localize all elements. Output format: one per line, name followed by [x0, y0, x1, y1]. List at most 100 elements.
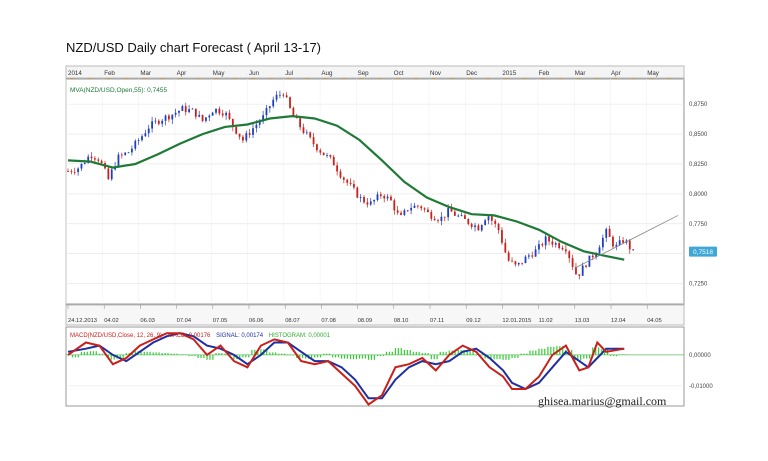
histogram-bar: [409, 349, 411, 355]
histogram-bar: [523, 353, 525, 355]
candle-body: [329, 155, 332, 157]
histogram-bar: [212, 354, 214, 360]
histogram-bar: [361, 354, 364, 359]
histogram-bar: [206, 354, 208, 360]
histogram-bar: [164, 353, 166, 355]
histogram-bar: [209, 354, 211, 360]
histogram-bar: [541, 348, 543, 355]
candle-body: [390, 196, 392, 201]
date-label: 08.10: [394, 318, 409, 324]
candle-body: [181, 106, 184, 111]
month-label: 2014: [68, 70, 82, 77]
candle-body: [514, 261, 517, 265]
histogram-bar: [140, 351, 142, 355]
candle-body: [282, 94, 285, 96]
histogram-bar: [281, 353, 283, 355]
candle-body: [480, 225, 483, 231]
histogram-bar: [364, 354, 366, 359]
candle-body: [453, 211, 456, 216]
histogram-bar: [481, 354, 483, 356]
histogram-bar: [496, 354, 498, 360]
last-price-marker: 0,7518: [689, 246, 717, 257]
candle-body: [228, 112, 231, 119]
candle-body: [316, 144, 318, 151]
histogram-bar: [412, 351, 414, 355]
candle-body: [225, 112, 228, 116]
ma-indicator-label: MVA(NZD/USD,Open,55): 0,7455: [70, 87, 167, 94]
histogram-bar: [325, 353, 328, 355]
candles: [67, 90, 635, 280]
histogram-bar: [613, 354, 615, 357]
chart-title: NZD/USD Daily chart Forecast ( April 13-…: [66, 40, 322, 55]
histogram-bar: [242, 354, 244, 358]
month-label: Oct: [394, 70, 404, 77]
month-label: Feb: [104, 70, 115, 77]
date-axis: [65, 304, 685, 326]
month-label: Mar: [140, 70, 151, 77]
histogram-bar: [376, 354, 379, 357]
price-tick-label: 0,8250: [689, 162, 708, 168]
price-tick-label: 0,8500: [689, 132, 708, 138]
histogram-bar: [379, 354, 382, 357]
candle-body: [615, 244, 618, 247]
histogram-bar: [251, 349, 253, 355]
histogram-bar: [215, 353, 217, 355]
histogram-bar: [367, 354, 370, 360]
histogram-bar: [310, 354, 313, 359]
candle-body: [231, 118, 234, 128]
month-label: 2015: [502, 70, 516, 77]
histogram-bar: [442, 351, 444, 355]
histogram-bar: [89, 351, 92, 355]
histogram-value-label: HISTOGRAM: 0,00001: [269, 333, 331, 339]
candle-body: [100, 160, 103, 164]
candle-body: [211, 112, 214, 116]
histogram-bar: [499, 354, 501, 360]
histogram-bar: [290, 354, 292, 356]
histogram-bar: [314, 354, 316, 358]
candle-body: [494, 220, 497, 224]
histogram-bar: [535, 350, 537, 355]
candle-body: [151, 121, 153, 129]
candle-body: [168, 115, 170, 120]
histogram-bar: [334, 354, 337, 358]
histogram-bar: [77, 354, 79, 358]
histogram-bar: [511, 354, 513, 358]
candle-body: [309, 132, 312, 138]
histogram-bar: [293, 354, 295, 356]
macd-panel: [65, 326, 685, 407]
histogram-bar: [110, 354, 112, 360]
histogram-bar: [358, 354, 361, 359]
candle-body: [171, 114, 174, 120]
candle-body: [470, 223, 473, 227]
month-label: Apr: [611, 70, 621, 77]
histogram-bar: [278, 353, 280, 355]
histogram-bar: [526, 353, 528, 355]
histogram-bar: [260, 349, 262, 355]
candle-body: [437, 220, 439, 222]
candle-body: [410, 207, 413, 211]
histogram-bar: [472, 351, 474, 355]
candle-body: [322, 152, 325, 156]
histogram-bar: [615, 354, 618, 357]
date-label: 04.02: [104, 318, 119, 324]
candle-body: [403, 210, 406, 215]
candle-body: [191, 108, 194, 110]
histogram-bar: [332, 354, 334, 358]
histogram-bar: [427, 353, 429, 355]
last-price-label: 0,7518: [693, 249, 713, 256]
candle-body: [67, 171, 69, 172]
date-label: 11.02: [539, 318, 553, 324]
macd-value-label: MACD: 0,00176: [168, 333, 211, 339]
candle-body: [598, 247, 601, 254]
histogram-bar: [86, 351, 88, 355]
candle-body: [376, 194, 379, 200]
month-label: Sep: [358, 70, 370, 77]
date-label: 07.04: [177, 318, 192, 324]
histogram-bar: [538, 348, 540, 355]
candle-body: [571, 258, 574, 267]
price-panel: [65, 78, 685, 305]
candle-body: [501, 230, 503, 243]
candle-body: [255, 124, 258, 129]
candle-body: [561, 247, 564, 250]
histogram-bar: [391, 351, 393, 355]
